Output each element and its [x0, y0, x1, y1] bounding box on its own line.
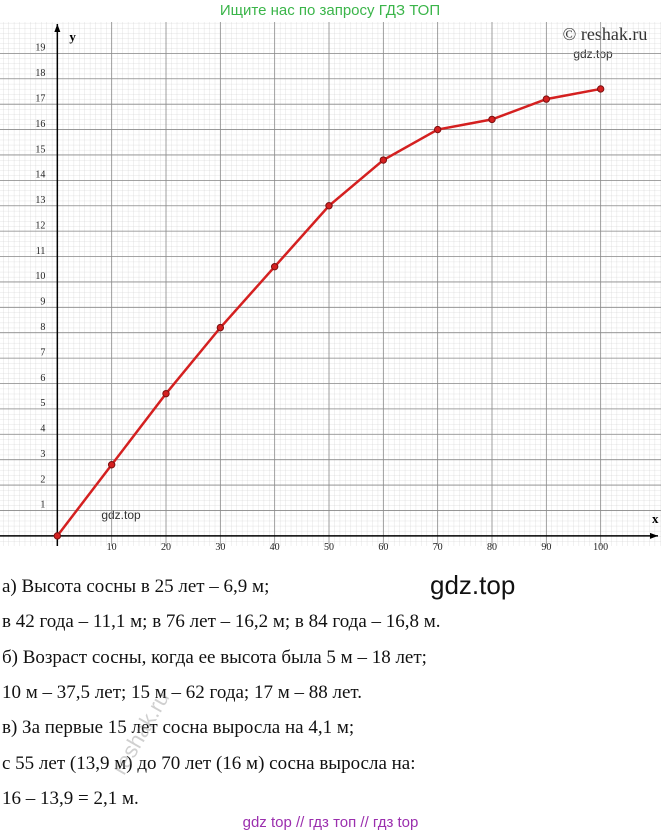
solution-line: в 42 года – 11,1 м; в 76 лет – 16,2 м; в… [2, 611, 441, 633]
graph-paper [0, 22, 661, 546]
watermark-reshak: © reshak.ru [563, 24, 648, 44]
y-tick-label: 12 [35, 220, 45, 231]
y-tick-label: 15 [35, 144, 45, 155]
y-tick-label: 6 [40, 373, 45, 384]
watermark-top: Ищите нас по запросу ГДЗ ТОП [220, 2, 440, 19]
x-tick-label: 50 [324, 542, 334, 553]
solution-line: с 55 лет (13,9 м) до 70 лет (16 м) сосна… [2, 752, 416, 774]
x-axis-label: x [652, 511, 659, 526]
y-tick-label: 4 [40, 424, 45, 435]
y-tick-label: 3 [40, 449, 45, 460]
point [162, 389, 170, 398]
y-tick-label: 11 [36, 246, 46, 257]
y-tick-label: 14 [35, 170, 45, 181]
point [542, 95, 551, 103]
y-tick-label: 5 [40, 398, 45, 409]
x-tick-label: 80 [487, 542, 497, 553]
y-tick-label: 16 [35, 119, 45, 130]
solution-line: а) Высота сосны в 25 лет – 6,9 м; [2, 576, 270, 597]
solution-line: 16 – 13,9 = 2,1 м. [2, 787, 139, 809]
solution-line: в) За первые 15 лет сосна выросла на 4,1… [2, 717, 355, 739]
point [379, 156, 388, 164]
watermark-gdz: gdz.top [101, 508, 141, 522]
x-tick-label: 10 [107, 542, 117, 553]
watermark-gdz: gdz.top [430, 570, 516, 600]
x-arrow [650, 532, 658, 539]
y-tick-label: 18 [35, 68, 45, 79]
y-arrow [54, 24, 61, 32]
y-tick-label: 9 [40, 297, 45, 308]
point [433, 125, 442, 134]
point [596, 85, 605, 93]
point [325, 202, 333, 210]
x-tick-label: 30 [215, 542, 225, 553]
point [488, 115, 496, 124]
x-tick-label: 70 [433, 542, 443, 553]
y-tick-label: 10 [35, 271, 45, 282]
y-axis-label: y [69, 29, 76, 44]
watermark-gdz: gdz.top [573, 47, 613, 61]
y-tick-label: 7 [40, 347, 45, 358]
point [53, 532, 62, 540]
y-tick-label: 2 [40, 474, 45, 485]
footer: gdz top // гдз топ // гдз top [242, 814, 419, 831]
solution-line: 10 м – 37,5 лет; 15 м – 62 года; 17 м – … [2, 681, 363, 703]
solution-line: б) Возраст сосны, когда ее высота была 5… [2, 646, 427, 668]
y-tick-label: 8 [40, 322, 45, 333]
point [216, 323, 225, 332]
y-tick-label: 1 [40, 500, 45, 511]
x-tick-label: 20 [161, 542, 171, 553]
y-tick-label: 13 [35, 195, 45, 206]
x-tick-label: 90 [541, 542, 551, 553]
x-tick-label: 60 [378, 542, 388, 553]
chart: Ищите нас по запросу ГДЗ ТОП © reshak.ru… [0, 2, 661, 553]
x-tick-label: 40 [270, 542, 280, 553]
y-tick-label: 19 [35, 43, 45, 54]
point [270, 262, 279, 271]
point [107, 461, 116, 469]
x-tick-label: 100 [593, 542, 608, 553]
y-tick-label: 17 [35, 93, 45, 104]
